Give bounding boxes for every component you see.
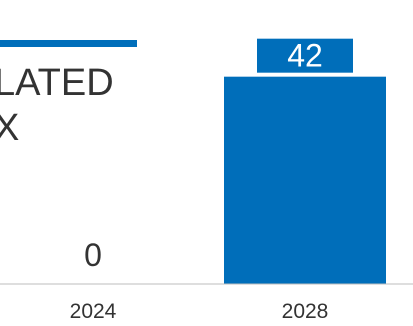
title-accent-bar [0,40,137,47]
data-label-2024: 0 [84,237,102,273]
bar-2028 [224,76,386,285]
x-tick-label-2028: 2028 [282,300,329,323]
x-tick-label-2024: 2024 [70,300,117,323]
data-label-box-2028 [257,38,353,73]
chart-title-line-2: X [0,107,19,149]
data-label-2028: 42 [287,38,323,74]
chart-title-line-1: LATED [0,62,114,104]
